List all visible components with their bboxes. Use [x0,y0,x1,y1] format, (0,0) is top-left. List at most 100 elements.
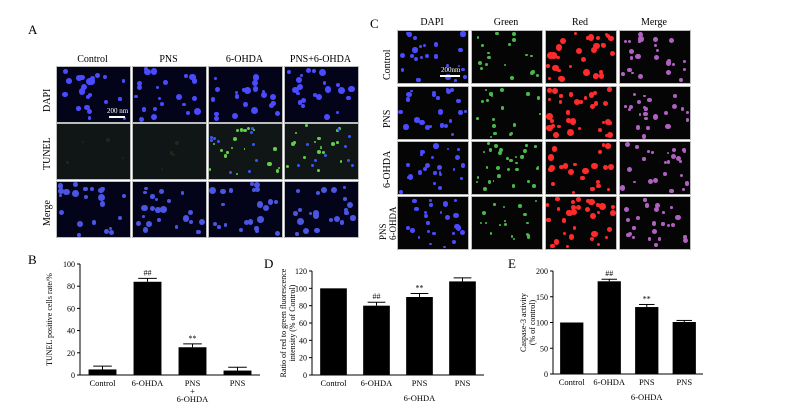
chart-b-ytick-label: 0 [71,371,75,380]
panel-a-row-merge: Merge [42,200,53,226]
panel-a-scale-bar [109,116,125,118]
chart-e-category-label: PNS [676,377,692,387]
chart-e-x-label: 6-OHDA [631,392,663,402]
chart-e-category-label: 6-OHDA [593,377,625,387]
chart-d-ytick-label: 80 [299,302,307,311]
panel-a-image-dapi-6ohda [208,66,283,123]
chart-e-significance-mark: ** [643,294,651,303]
chart-d-bar [406,297,433,375]
chart-d-category-label: PNS [412,378,428,388]
panel-c-image-pns-green [471,86,543,140]
chart-b-category-label: + [190,386,195,396]
chart-d: 0 20 40 60 80 100 120 Ratio of red to green flu… [279,267,484,403]
panel-a-image-merge-6ohda [208,181,283,238]
panel-c-image-control-red [545,30,617,84]
panel-a-image-tunel-pns [132,123,207,180]
chart-b-category-label: 6-OHDA [132,378,164,388]
chart-b-category-label: PNS [185,378,201,388]
chart-b-bar [133,281,162,375]
panel-c-image-pns-6ohda-red [545,196,617,250]
chart-d-ytick-label: 120 [295,267,307,276]
panel-d-letter: D [264,256,274,271]
panel-c-row-6ohda: 6-OHDA [382,150,393,188]
panel-c-row-pns: PNS [382,109,393,128]
chart-e-bar [560,322,584,374]
panel-a-image-dapi-control: 200 nm [56,66,131,123]
chart-d-category-label: Control [321,378,348,388]
chart-e-ytick-label: 150 [536,293,548,302]
chart-d-x-label: 6-OHDA [404,393,436,403]
panel-a-image-tunel-pns-6ohda [284,123,359,180]
chart-e-bar [672,321,696,374]
panel-a-col-control: Control [77,54,108,65]
chart-e-ytick-label: 50 [540,344,548,353]
chart-b-category-label: PNS [230,378,246,388]
chart-b-bar [88,369,117,375]
chart-b: 0 20 40 60 80 100 TUNEL positive cells rate/% C… [45,260,260,404]
chart-b-bar [223,370,252,375]
panel-a-image-merge-control [56,181,131,238]
panel-c-image-pns-6ohda-green [471,196,543,250]
chart-d-bar [320,288,347,375]
chart-d-category-label: 6-OHDA [361,378,393,388]
panel-c-image-6ohda-dapi [397,141,469,195]
chart-e-ytick-label: 0 [544,370,548,379]
panel-c-letter: C [370,16,379,31]
panel-c-image-pns-6ohda-merge [619,196,691,250]
panel-c-image-pns-red [545,86,617,140]
panel-c-image-control-merge [619,30,691,84]
chart-e-ytick-label: 200 [536,267,548,276]
chart-d-significance-mark: ** [416,284,424,293]
panel-c-col-green: Green [493,17,519,28]
panel-a-col-pns-6ohda: PNS+6-OHDA [289,54,352,65]
panel-c-image-6ohda-green [471,141,543,195]
chart-e-category-label: Control [559,377,586,387]
panel-c-scale-label: 200nm [441,66,461,74]
chart-e-y-label: (% of control) [528,300,537,346]
panel-c-image-control-dapi: 200nm [397,30,469,84]
panel-a-image-tunel-6ohda [208,123,283,180]
chart-e: 0 50 100 150 200 Caspase-3 activity (% of cont… [519,267,703,402]
chart-b-ytick-label: 80 [67,282,75,291]
chart-d-significance-mark: ## [373,292,381,301]
panel-c-image-6ohda-merge [619,141,691,195]
chart-b-ytick-label: 60 [67,304,75,313]
panel-e-letter: E [508,256,516,271]
panel-a-image-merge-pns-6ohda [284,181,359,238]
chart-e-category-label: PNS [639,377,655,387]
panel-a-row-dapi: DAPI [42,88,53,112]
chart-d-ytick-label: 20 [299,354,307,363]
chart-b-y-label: TUNEL positive cells rate/% [45,273,54,366]
chart-d-ytick-label: 100 [295,284,307,293]
chart-e-bar [597,281,621,374]
chart-d-ytick-label: 40 [299,336,307,345]
chart-e-significance-mark: ## [605,269,613,278]
panel-a-image-tunel-control [56,123,131,180]
panel-c-image-pns-dapi [397,86,469,140]
panel-c-row-pns-6ohda: PNS 6-OHDA [378,206,398,241]
panel-c-col-red: Red [571,17,589,28]
chart-d-y-label: intensity (% of Control) [288,284,297,361]
chart-b-category-label: 6-OHDA [177,394,209,404]
panel-a-image-dapi-pns [132,66,207,123]
chart-b-significance-mark: ** [189,334,197,343]
chart-b-ytick-label: 100 [63,260,75,269]
chart-b-significance-mark: ## [144,268,152,277]
chart-d-y-label: Ratio of red to green fluorescence [279,268,288,377]
panel-c-col-merge: Merge [641,17,667,28]
panel-a-scale-label: 200 nm [107,107,129,115]
chart-e-y-label: Caspase-3 activity [519,293,528,352]
chart-d-ytick-label: 60 [299,319,307,328]
panel-a-image-dapi-pns-6ohda [284,66,359,123]
panel-c-col-dapi: DAPI [420,17,444,28]
panel-c-image-6ohda-red [545,141,617,195]
panel-a-col-6ohda: 6-OHDA [225,54,264,65]
chart-b-category-label: Control [90,378,117,388]
chart-b-ytick-label: 40 [67,327,75,336]
panel-a-col-pns: PNS [159,54,178,65]
panel-a-row-tunel: TUNEL [42,137,53,170]
panel-c-row-control: Control [382,49,393,80]
chart-d-bar [363,305,390,375]
chart-b-bar [178,347,207,375]
chart-d-category-label: PNS [455,378,471,388]
